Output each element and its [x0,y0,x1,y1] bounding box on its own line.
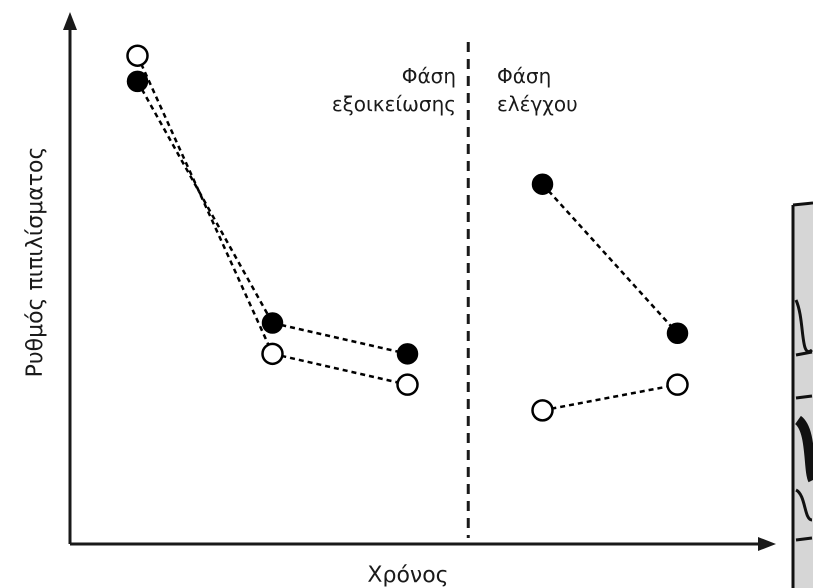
phase-label-right-line1: Φάση [497,64,551,88]
y-axis-arrow [63,12,77,30]
axes [63,12,776,551]
series-0-segment-1-line-0 [541,183,679,335]
series-0-point-0-2 [396,343,419,365]
x-axis-label: Χρόνος [367,563,448,588]
series-0-point-0-0 [126,70,149,93]
series-layer [126,44,689,422]
series-0-segment-0-line-0 [136,80,274,324]
series-1-point-0-2 [396,373,419,396]
phase-label-right-line2: ελέγχου [497,92,578,116]
y-axis-label: Ρυθμός πιπιλίσματος [23,147,48,378]
phase-label-left-line2: εξοικείωσης [332,92,456,116]
series-1-segment-0-line-0 [136,55,274,355]
cropped-image-edge [791,201,813,588]
series-1-point-1-0 [531,399,554,422]
series-1-segment-0-line-1 [272,352,408,386]
series-1-point-0-0 [126,44,149,67]
phase-label-left-line1: Φάση [402,64,456,88]
series-0-point-1-0 [531,173,554,195]
series-0-segment-0-line-1 [272,321,408,356]
series-1-point-1-1 [666,373,689,396]
series-1-point-0-1 [261,342,284,366]
series-1-segment-1-line-0 [542,383,678,412]
x-axis-arrow [758,537,776,551]
series-0-point-0-1 [261,312,284,334]
series-0-point-1-1 [666,322,689,345]
